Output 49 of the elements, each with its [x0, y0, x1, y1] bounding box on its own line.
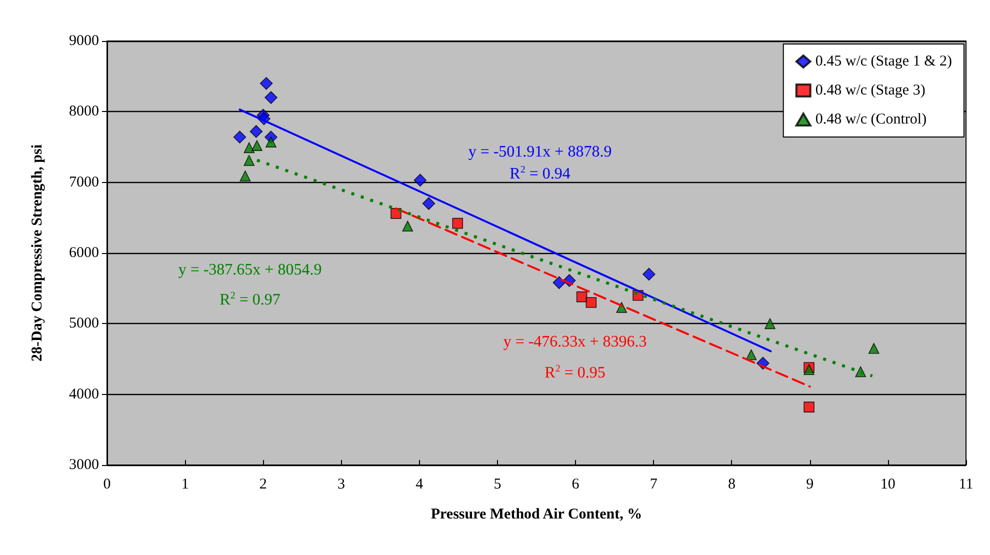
x-tick-label: 4: [416, 476, 424, 492]
point: [252, 140, 262, 151]
point: [804, 402, 814, 412]
y-tick-label: 8000: [69, 104, 99, 120]
x-tick-label: 3: [338, 476, 346, 492]
point: [414, 174, 427, 187]
y-tick-label: 7000: [69, 174, 99, 190]
y-tick-label: 5000: [69, 316, 99, 332]
y-tick-label: 9000: [69, 33, 99, 49]
legend-label: 0.48 w/c (Control): [815, 112, 927, 128]
y-tick-label: 3000: [69, 457, 99, 473]
point: [264, 91, 278, 104]
point: [260, 77, 273, 90]
point: [422, 197, 436, 210]
x-tick-label: 9: [806, 476, 814, 492]
legend-label: 0.45 w/c (Stage 1 & 2): [815, 54, 952, 70]
point: [250, 125, 263, 138]
point: [240, 170, 251, 182]
point: [233, 130, 246, 144]
annotation: y = -387.65x + 8054.9: [178, 262, 322, 278]
x-tick-label: 0: [103, 476, 111, 492]
x-tick-label: 5: [494, 476, 502, 492]
point: [764, 318, 776, 330]
x-tick-label: 6: [572, 476, 580, 492]
point: [616, 302, 628, 313]
point: [576, 291, 588, 302]
y-tick-label: 4000: [69, 386, 99, 402]
point: [868, 343, 880, 354]
x-tick-label: 10: [880, 476, 896, 492]
annotation: y = -501.91x + 8878.9: [468, 144, 612, 160]
x-tick-label: 11: [958, 476, 974, 492]
x-tick-label: 2: [259, 476, 267, 492]
point: [452, 218, 464, 229]
annotation: y = -476.33x + 8396.3: [503, 334, 647, 350]
point: [266, 136, 276, 148]
point: [642, 268, 656, 281]
point: [402, 220, 414, 232]
x-tick-label: 1: [181, 476, 189, 492]
point: [390, 208, 402, 219]
point: [244, 142, 255, 154]
x-axis-title: Pressure Method Air Content, %: [430, 506, 642, 522]
y-tick-label: 6000: [69, 245, 99, 261]
point: [552, 276, 566, 290]
x-tick-label: 7: [650, 476, 658, 492]
point: [586, 297, 597, 308]
x-tick-label: 8: [728, 476, 736, 492]
point: [746, 349, 757, 360]
legend-label: 0.48 w/c (Stage 3): [815, 82, 926, 98]
y-axis-title: 28-Day Compressive Strength, psi: [30, 144, 46, 362]
